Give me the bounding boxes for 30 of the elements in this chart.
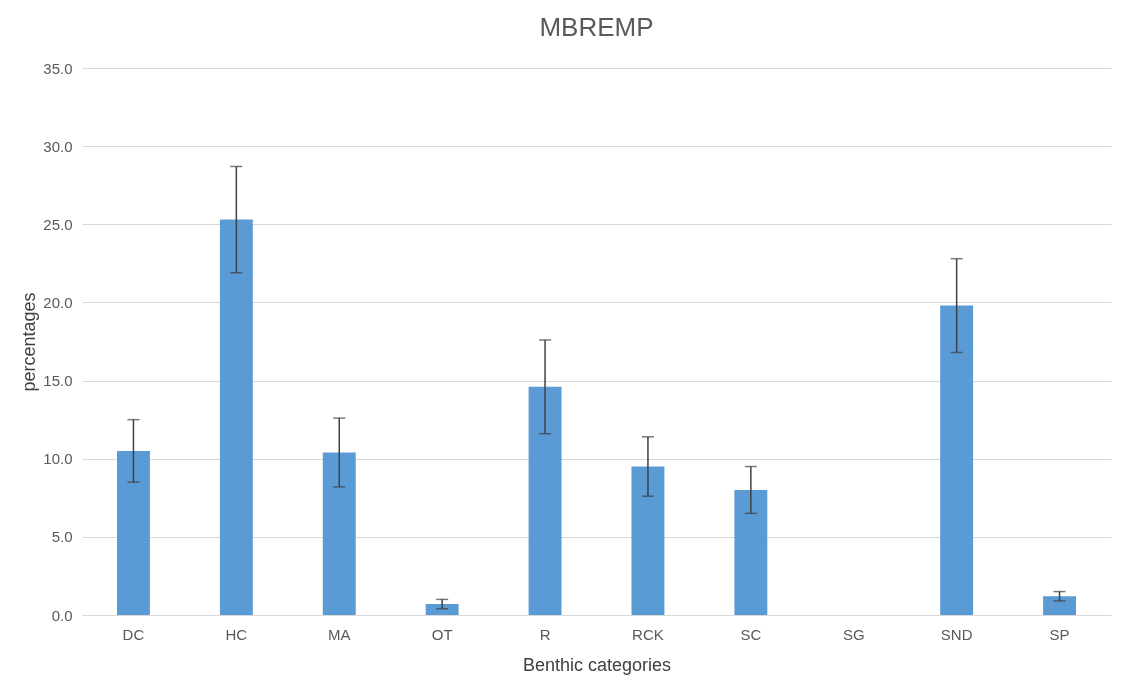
chart-title: MBREMP (539, 12, 654, 42)
x-tick-label: R (539, 625, 551, 643)
y-tick-label: 5.0 (51, 528, 73, 546)
x-tick-label: OT (431, 625, 453, 643)
x-tick-label: SND (940, 625, 973, 643)
y-axis-title: percentages (19, 292, 40, 392)
x-tick-label: DC (122, 625, 145, 643)
y-tick-label: 15.0 (43, 372, 73, 390)
x-tick-label: MA (328, 625, 351, 643)
bar (322, 452, 356, 615)
x-tick-label: SC (740, 625, 762, 643)
y-tick-label: 20.0 (43, 293, 73, 311)
bar (631, 466, 665, 615)
bar (1043, 596, 1077, 615)
x-tick-label: SP (1049, 625, 1070, 643)
x-tick-label: RCK (632, 625, 664, 643)
x-axis-title: Benthic categories (522, 654, 672, 675)
x-tick-label: HC (225, 625, 248, 643)
bar (528, 386, 562, 615)
y-tick-label: 10.0 (43, 450, 73, 468)
y-tick-label: 0.0 (51, 606, 73, 624)
y-tick-label: 25.0 (43, 215, 73, 233)
bar (425, 604, 459, 615)
bar (734, 489, 768, 615)
y-tick-label: 35.0 (43, 59, 73, 77)
x-tick-label: SG (842, 625, 865, 643)
bar (219, 219, 253, 615)
bar (940, 305, 974, 615)
bar (116, 450, 150, 615)
y-tick-label: 30.0 (43, 137, 73, 155)
